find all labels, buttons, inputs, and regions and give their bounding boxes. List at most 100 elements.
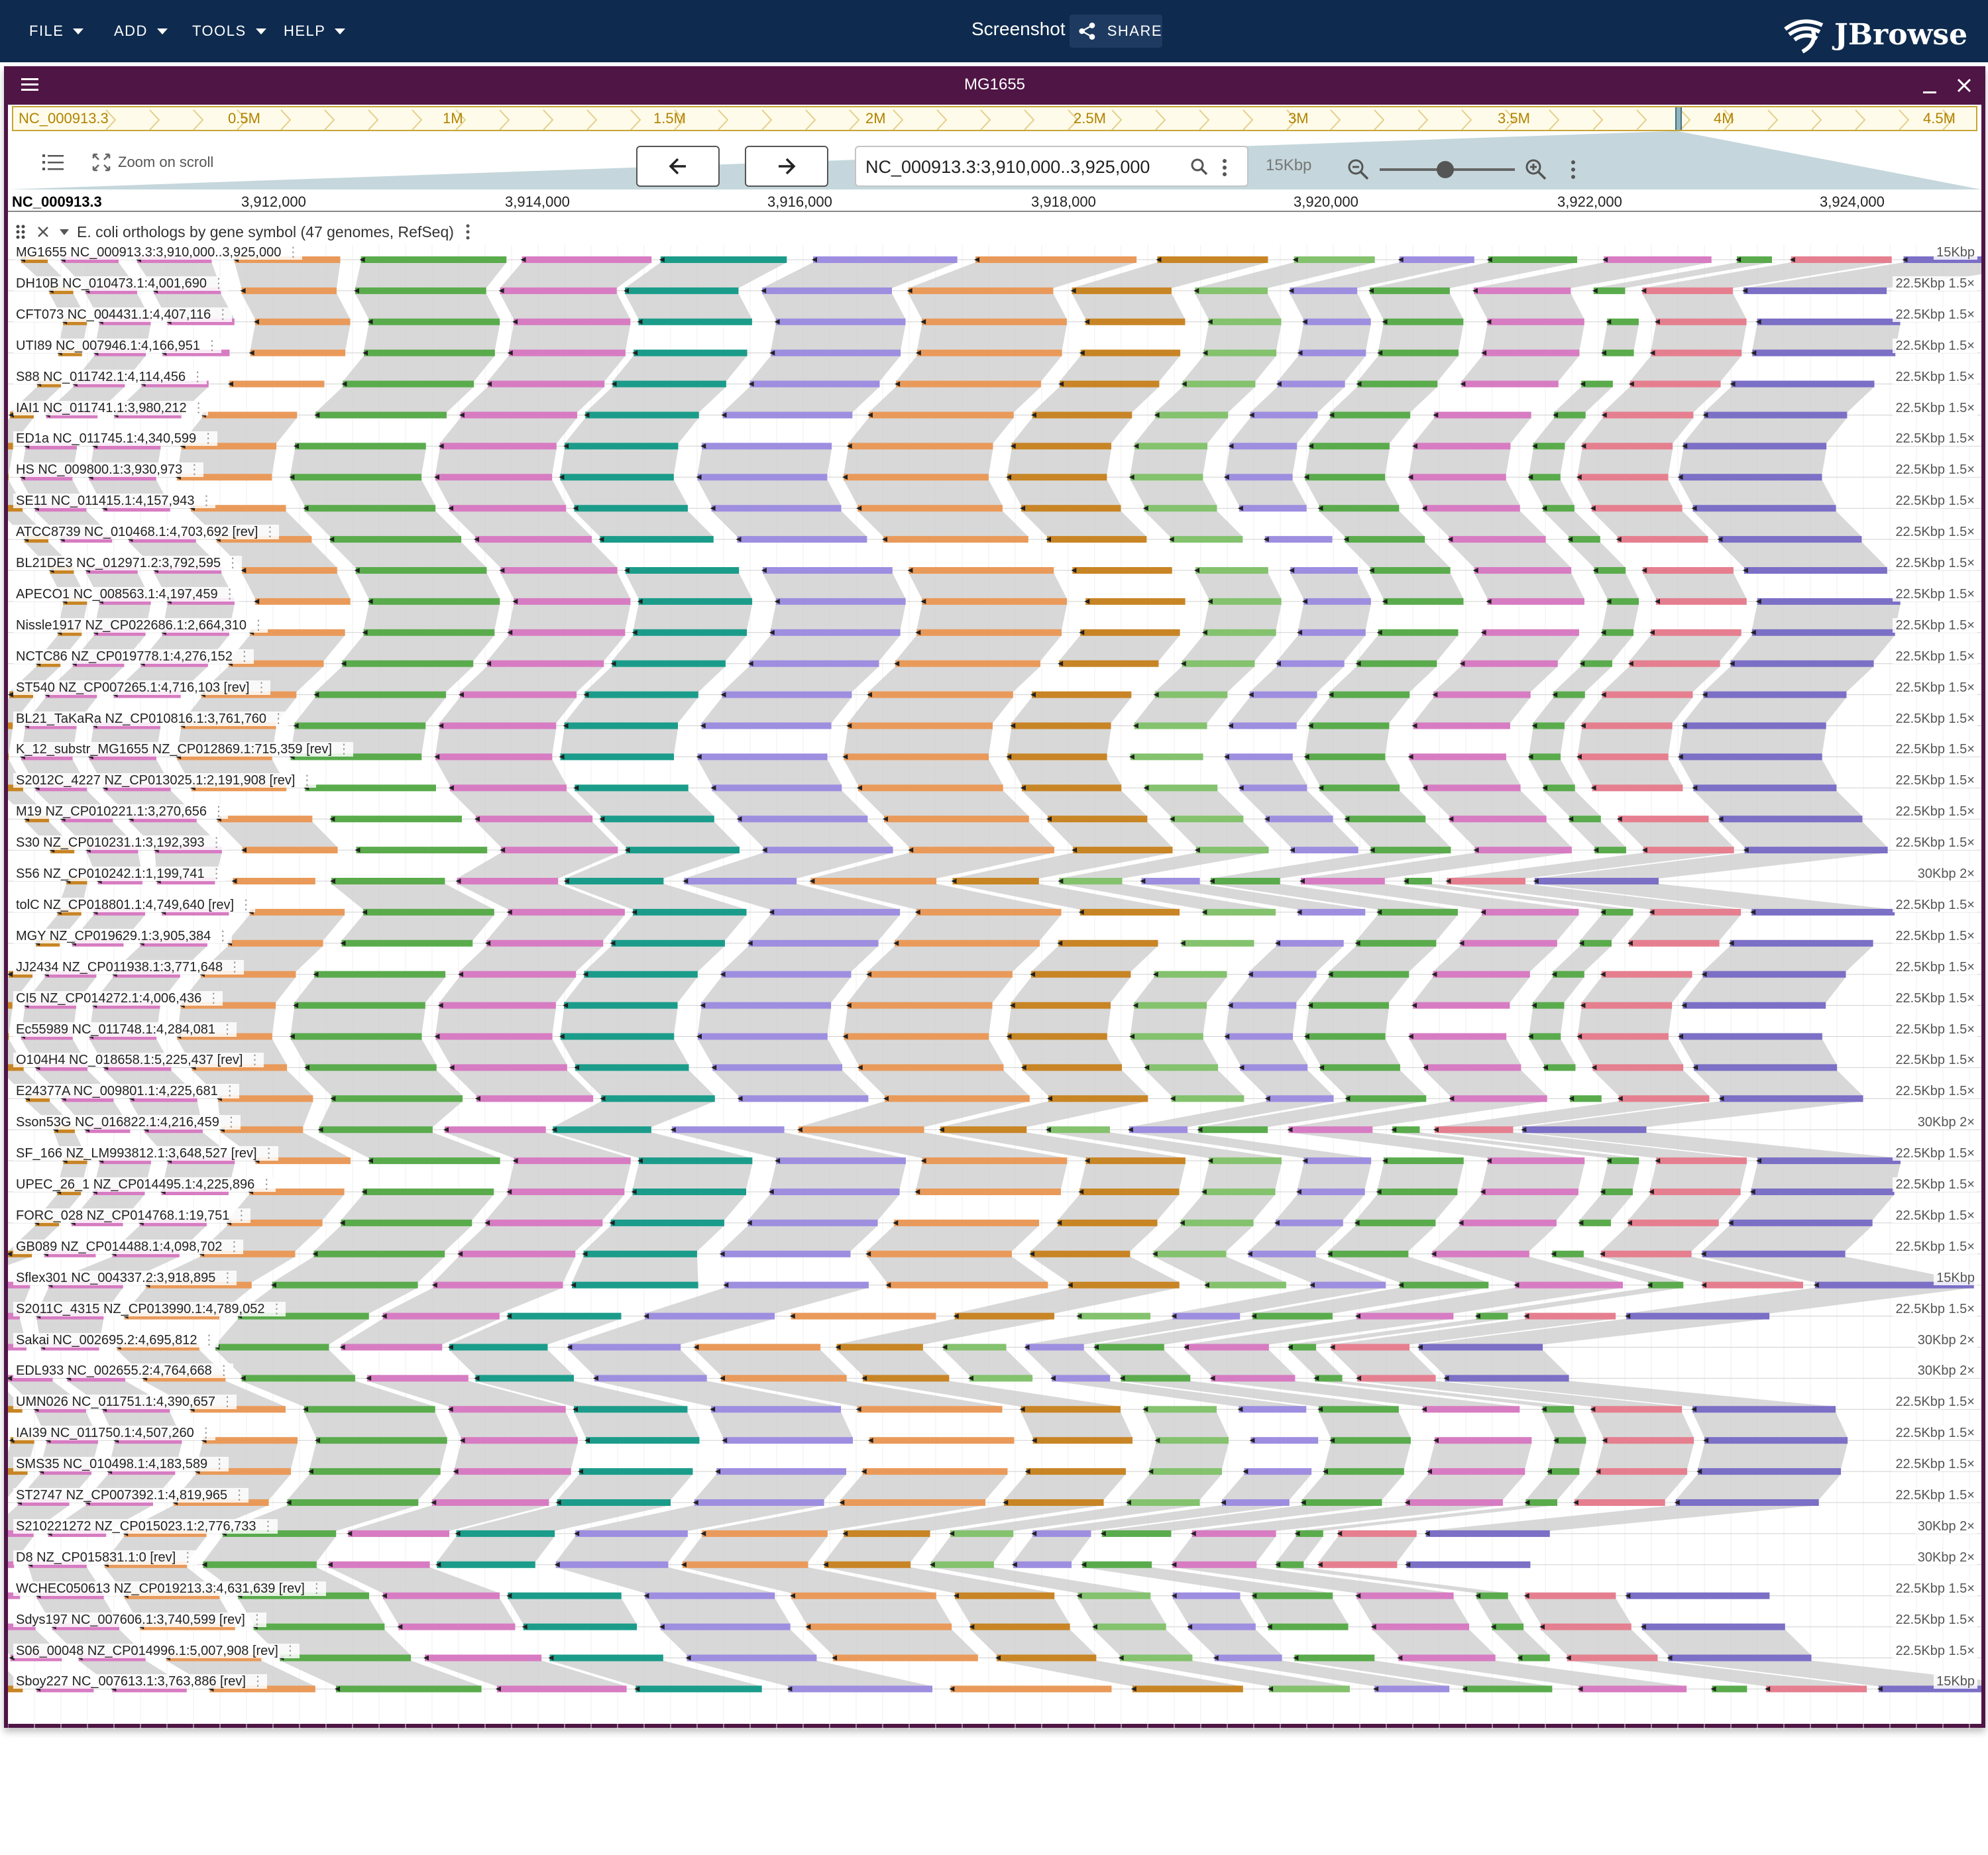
zoom-out-icon[interactable] — [1347, 158, 1370, 182]
genome-row-label[interactable]: O104H4 NC_018658.1:5,225,437 [rev] ⋮ — [13, 1053, 264, 1068]
row-menu-icon[interactable]: ⋮ — [337, 742, 351, 757]
row-menu-icon[interactable]: ⋮ — [250, 1612, 264, 1627]
genome-row-label[interactable]: UPEC_26_1 NZ_CP014495.1:4,225,896 ⋮ — [13, 1177, 276, 1192]
row-menu-icon[interactable]: ⋮ — [262, 1146, 276, 1161]
genome-row-label[interactable]: EDL933 NC_002655.2:4,764,668 ⋮ — [13, 1363, 233, 1379]
genome-row-label[interactable]: Sflex301 NC_004337.2:3,918,895 ⋮ — [13, 1270, 237, 1285]
collapse-track-icon[interactable] — [58, 227, 70, 237]
row-menu-icon[interactable]: ⋮ — [237, 649, 251, 664]
genome-row-label[interactable]: MGY NZ_CP019629.1:3,905,384 ⋮ — [13, 928, 233, 943]
genome-row-label[interactable]: HS NC_009800.1:3,930,973 ⋮ — [13, 462, 204, 478]
genome-row-label[interactable]: DH10B NC_010473.1:4,001,690 ⋮ — [13, 276, 228, 291]
row-menu-icon[interactable]: ⋮ — [216, 307, 230, 322]
row-menu-icon[interactable]: ⋮ — [263, 525, 277, 540]
row-menu-icon[interactable]: ⋮ — [199, 1426, 213, 1441]
row-menu-icon[interactable]: ⋮ — [252, 617, 266, 633]
row-menu-icon[interactable]: ⋮ — [192, 400, 205, 415]
row-menu-icon[interactable]: ⋮ — [181, 1550, 195, 1565]
view-menu-icon[interactable] — [20, 76, 40, 94]
minimize-icon[interactable] — [1921, 78, 1938, 95]
genome-row-label[interactable]: IAI39 NC_011750.1:4,507,260 ⋮ — [13, 1426, 215, 1441]
genome-row-label[interactable]: JJ2434 NZ_CP011938.1:3,771,648 ⋮ — [13, 959, 245, 975]
genome-row-label[interactable]: SMS35 NC_010498.1:4,183,589 ⋮ — [13, 1457, 229, 1472]
row-menu-icon[interactable]: ⋮ — [239, 897, 253, 912]
row-menu-icon[interactable]: ⋮ — [309, 1581, 323, 1596]
row-menu-icon[interactable]: ⋮ — [216, 928, 230, 943]
menu-tools[interactable]: TOOLS — [192, 20, 266, 42]
genome-row-label[interactable]: ST540 NZ_CP007265.1:4,716,103 [rev] ⋮ — [13, 680, 271, 695]
row-menu-icon[interactable]: ⋮ — [283, 1643, 297, 1658]
genome-row-label[interactable]: WCHEC050613 NZ_CP019213.3:4,631,639 [rev… — [13, 1581, 326, 1596]
genome-row-label[interactable]: CI5 NZ_CP014272.1:4,006,436 ⋮ — [13, 990, 223, 1006]
more-vert-icon[interactable] — [1569, 159, 1577, 180]
genome-row-label[interactable]: Sboy227 NC_007613.1:3,763,886 [rev] ⋮ — [13, 1674, 267, 1689]
row-menu-icon[interactable]: ⋮ — [248, 1053, 262, 1068]
row-menu-icon[interactable]: ⋮ — [300, 773, 314, 788]
row-menu-icon[interactable]: ⋮ — [221, 1022, 234, 1037]
row-menu-icon[interactable]: ⋮ — [201, 431, 215, 447]
row-menu-icon[interactable]: ⋮ — [211, 804, 225, 820]
row-menu-icon[interactable]: ⋮ — [212, 276, 225, 291]
row-menu-icon[interactable]: ⋮ — [205, 338, 219, 353]
row-menu-icon[interactable]: ⋮ — [199, 494, 213, 509]
genome-row-label[interactable]: S88 NC_011742.1:4,114,456 ⋮ — [13, 369, 207, 384]
genome-row-label[interactable]: S06_00048 NZ_CP014996.1:5,007,908 [rev] ⋮ — [13, 1643, 300, 1658]
genome-row-label[interactable]: K_12_substr_MG1655 NZ_CP012869.1:715,359… — [13, 742, 353, 757]
location-input[interactable] — [865, 155, 1184, 179]
row-menu-icon[interactable]: ⋮ — [233, 1488, 247, 1503]
zoom-in-icon[interactable] — [1524, 158, 1548, 182]
genome-row-label[interactable]: Sakai NC_002695.2:4,695,812 ⋮ — [13, 1332, 219, 1348]
track-menu-icon[interactable] — [465, 223, 471, 240]
row-menu-icon[interactable]: ⋮ — [227, 1239, 241, 1254]
close-icon[interactable] — [1954, 76, 1974, 95]
row-menu-icon[interactable]: ⋮ — [272, 711, 286, 726]
row-menu-icon[interactable]: ⋮ — [221, 1270, 235, 1285]
row-menu-icon[interactable]: ⋮ — [254, 680, 268, 695]
genome-row-label[interactable]: Sson53G NC_016822.1:4,216,459 ⋮ — [13, 1115, 241, 1130]
genome-row-label[interactable]: S210221272 NZ_CP015023.1:2,776,733 ⋮ — [13, 1518, 278, 1534]
pan-right-button[interactable] — [745, 146, 828, 187]
row-menu-icon[interactable]: ⋮ — [261, 1518, 275, 1534]
share-button[interactable]: SHARE — [1070, 15, 1162, 48]
genome-row-label[interactable]: Ec55989 NC_011748.1:4,284,081 ⋮ — [13, 1022, 237, 1037]
synteny-track-area[interactable]: MG1655 NC_000913.3:3,910,000..3,925,000 ⋮… — [8, 245, 1981, 1729]
row-menu-icon[interactable]: ⋮ — [202, 1332, 216, 1348]
row-menu-icon[interactable]: ⋮ — [188, 462, 201, 478]
zoom-slider-thumb[interactable] — [1437, 161, 1454, 178]
row-menu-icon[interactable]: ⋮ — [209, 867, 223, 881]
more-vert-icon[interactable] — [1221, 158, 1229, 178]
genome-row-label[interactable]: ATCC8739 NC_010468.1:4,703,692 [rev] ⋮ — [13, 525, 280, 540]
row-menu-icon[interactable]: ⋮ — [217, 1363, 231, 1379]
row-menu-icon[interactable]: ⋮ — [220, 1395, 234, 1410]
genome-row-label[interactable]: SE11 NC_011415.1:4,157,943 ⋮ — [13, 494, 216, 509]
genome-row-label[interactable]: E24377A NC_009801.1:4,225,681 ⋮ — [13, 1084, 239, 1099]
genome-row-label[interactable]: Nissle1917 NZ_CP022686.1:2,664,310 ⋮ — [13, 617, 268, 633]
overview-visible-region[interactable] — [1675, 107, 1682, 130]
genome-row-label[interactable]: S30 NZ_CP010231.1:3,192,393 ⋮ — [13, 835, 226, 851]
close-track-icon[interactable] — [36, 225, 50, 239]
row-menu-icon[interactable]: ⋮ — [213, 1457, 227, 1472]
genome-row-label[interactable]: ST2747 NZ_CP007392.1:4,819,965 ⋮ — [13, 1488, 249, 1503]
row-menu-icon[interactable]: ⋮ — [250, 1674, 264, 1689]
row-menu-icon[interactable]: ⋮ — [235, 1208, 248, 1223]
genome-row-label[interactable]: GB089 NZ_CP014488.1:4,098,702 ⋮ — [13, 1239, 244, 1254]
row-menu-icon[interactable]: ⋮ — [207, 990, 221, 1006]
row-menu-icon[interactable]: ⋮ — [191, 369, 205, 384]
drag-handle-icon[interactable] — [15, 223, 27, 240]
genome-row-label[interactable]: APECO1 NC_008563.1:4,197,459 ⋮ — [13, 586, 239, 602]
zoom-on-scroll-toggle[interactable]: Zoom on scroll — [91, 152, 213, 172]
genome-row-label[interactable]: S2012C_4227 NZ_CP013025.1:2,191,908 [rev… — [13, 773, 317, 788]
genome-row-label[interactable]: CFT073 NC_004431.1:4,407,116 ⋮ — [13, 307, 233, 322]
row-menu-icon[interactable]: ⋮ — [226, 556, 240, 570]
menu-file[interactable]: FILE — [29, 20, 84, 42]
genome-row-label[interactable]: Sdys197 NC_007606.1:3,740,599 [rev] ⋮ — [13, 1612, 266, 1627]
genome-row-label[interactable]: MG1655 NC_000913.3:3,910,000..3,925,000 ⋮ — [13, 245, 303, 260]
genome-row-label[interactable]: BL21_TaKaRa NZ_CP010816.1:3,761,760 ⋮ — [13, 711, 288, 726]
row-menu-icon[interactable]: ⋮ — [286, 245, 300, 260]
menu-help[interactable]: HELP — [284, 20, 346, 42]
row-menu-icon[interactable]: ⋮ — [223, 1084, 237, 1099]
genome-row-label[interactable]: BL21DE3 NC_012971.2:3,792,595 ⋮ — [13, 556, 243, 570]
genome-row-label[interactable]: S56 NZ_CP010242.1:1,199,741 ⋮ — [13, 867, 226, 881]
genome-row-label[interactable]: tolC NZ_CP018801.1:4,749,640 [rev] ⋮ — [13, 897, 256, 912]
genome-row-label[interactable]: ED1a NC_011745.1:4,340,599 ⋮ — [13, 431, 218, 447]
